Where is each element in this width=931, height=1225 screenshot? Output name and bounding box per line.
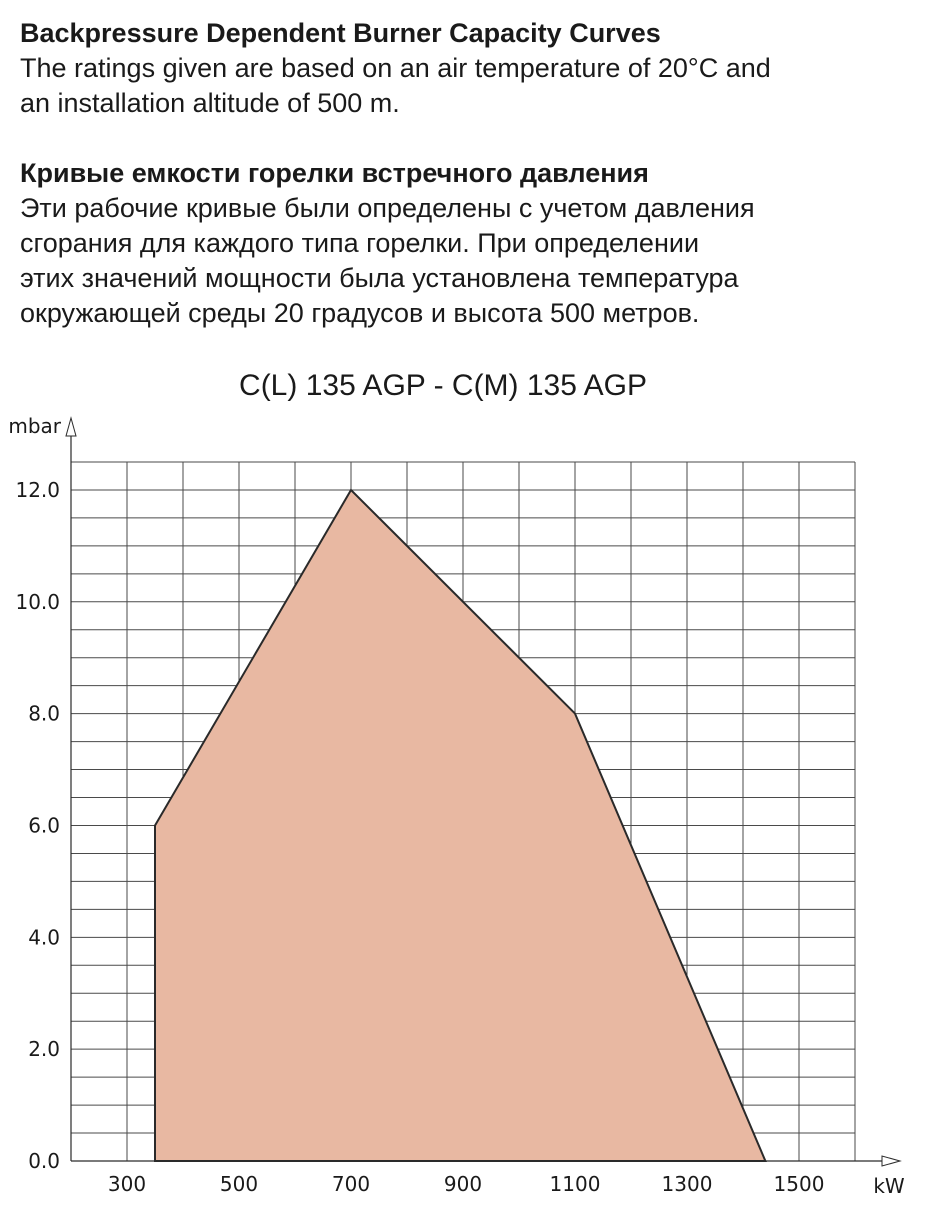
intro-ru-line-2: сгорания для каждого типа горелки. При о… (20, 228, 700, 258)
intro-ru-line-1: Эти рабочие кривые были определены с уче… (20, 193, 755, 223)
x-tick-label: 1500 (774, 1172, 825, 1196)
intro-ru-line-3: этих значений мощности была установлена … (20, 263, 739, 293)
intro-en-heading: Backpressure Dependent Burner Capacity C… (20, 18, 661, 48)
intro-en-line-1: The ratings given are based on an air te… (20, 53, 771, 83)
x-tick-label: 1100 (550, 1172, 601, 1196)
x-axis-arrow (881, 1155, 902, 1167)
x-tick-label: 900 (444, 1172, 482, 1196)
x-tick-label: 300 (108, 1172, 146, 1196)
intro-ru-line-4: окружающей среды 20 градусов и высота 50… (20, 298, 700, 328)
intro-en-line-2: an installation altitude of 500 m. (20, 88, 400, 118)
y-tick-label: 4.0 (28, 925, 60, 949)
y-axis-label: mbar (8, 414, 61, 438)
chart-title: C(L) 135 AGP - C(M) 135 AGP (239, 369, 647, 402)
axes (65, 416, 902, 1167)
intro-en: Backpressure Dependent Burner Capacity C… (20, 16, 915, 121)
y-tick-label: 10.0 (15, 590, 60, 614)
y-tick-label: 0.0 (28, 1149, 60, 1173)
y-axis-arrow (65, 416, 77, 437)
tick-labels: 0.0 2.0 4.0 6.0 8.0 10.0 12.0 300 500 700 900 1100 1… (8, 414, 905, 1198)
x-axis-label: kW (873, 1174, 905, 1198)
y-tick-label: 8.0 (28, 702, 60, 726)
intro-ru: Кривые емкости горелки встречного давлен… (20, 156, 915, 331)
y-tick-label: 6.0 (28, 813, 60, 837)
intro-ru-heading: Кривые емкости горелки встречного давлен… (20, 158, 649, 188)
x-tick-label: 1300 (662, 1172, 713, 1196)
x-tick-label: 500 (220, 1172, 258, 1196)
y-tick-label: 2.0 (28, 1037, 60, 1061)
y-tick-label: 12.0 (15, 478, 60, 502)
x-tick-label: 700 (332, 1172, 370, 1196)
